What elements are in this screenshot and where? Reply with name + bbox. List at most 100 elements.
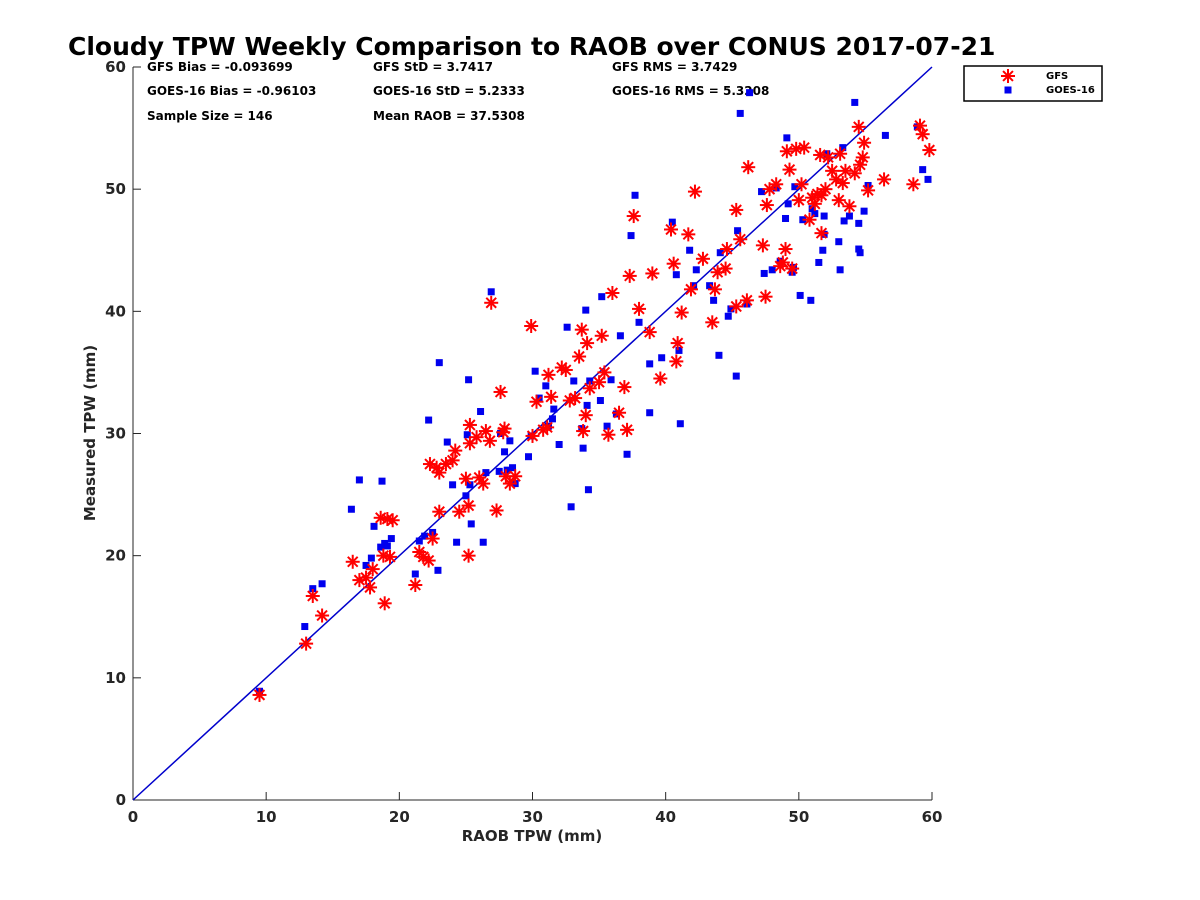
gfs-point: [469, 430, 484, 445]
goes-16-point: [840, 217, 848, 225]
gfs-point: [578, 408, 593, 423]
x-tick-label: 10: [256, 808, 277, 826]
goes-16-point: [377, 543, 385, 551]
goes-16-point: [706, 282, 714, 290]
gfs-point: [778, 242, 793, 257]
goes-16-point: [616, 332, 624, 340]
legend-gfs-marker: [1001, 69, 1015, 83]
stat-gfs-std: GFS StD = 3.7417: [373, 60, 493, 74]
gfs-point: [461, 548, 476, 563]
goes-16-point: [675, 346, 683, 354]
gfs-point: [582, 381, 597, 396]
gfs-point: [791, 193, 806, 208]
goes-16-point: [811, 210, 819, 218]
gfs-point: [363, 580, 378, 595]
goes-16-point: [465, 376, 473, 384]
gfs-point: [484, 295, 499, 310]
gfs-point: [597, 365, 612, 380]
gfs-point: [462, 417, 477, 432]
gfs-point: [529, 394, 544, 409]
goes-16-point: [631, 191, 639, 199]
gfs-point: [851, 119, 866, 134]
gfs-point: [663, 222, 678, 237]
goes-16-point: [563, 323, 571, 331]
gfs-point: [383, 549, 398, 564]
gfs-point: [493, 384, 508, 399]
series-gfs: [252, 118, 937, 702]
gfs-point: [568, 391, 583, 406]
goes-16-point: [836, 266, 844, 274]
goes-16-point: [627, 232, 635, 240]
goes-16-point: [548, 415, 556, 423]
gfs-point: [729, 299, 744, 314]
legend-box: [963, 65, 1103, 102]
gfs-point: [877, 172, 892, 187]
gfs-point: [847, 166, 862, 181]
goes-16-point: [855, 245, 863, 253]
gfs-point: [758, 289, 773, 304]
legend-goes-16-marker: [1004, 86, 1012, 94]
gfs-point: [452, 504, 467, 519]
goes-16-point: [425, 416, 433, 424]
goes-16-point: [567, 503, 575, 511]
goes-16-point: [760, 269, 768, 277]
gfs-point: [669, 354, 684, 369]
gfs-point: [617, 380, 632, 395]
y-ticks: 0 10 20 30 40 50 60: [105, 58, 141, 809]
goes-16-point: [746, 89, 754, 97]
gfs-point: [421, 553, 436, 568]
legend-gfs-asterisk: [1001, 69, 1015, 83]
gfs-point: [666, 256, 681, 271]
goes-16-point: [716, 249, 724, 257]
goes-16-point: [463, 431, 471, 439]
gfs-point: [842, 199, 857, 214]
goes-16-point: [603, 422, 611, 430]
x-tick-label: 60: [922, 808, 943, 826]
gfs-point: [572, 349, 587, 364]
goes-16-point: [362, 561, 370, 569]
y-tick-label: 20: [105, 547, 126, 565]
x-tick-label: 30: [522, 808, 543, 826]
goes-16-point: [724, 312, 732, 320]
series-goes-16: [256, 89, 932, 695]
goes-16-point: [820, 230, 828, 238]
gfs-point: [741, 160, 756, 175]
legend-label-gfs: GFS: [1046, 71, 1068, 82]
goes-16-point: [807, 296, 815, 304]
goes-16-point: [851, 98, 859, 106]
goes-16-point: [635, 318, 643, 326]
goes-16-point: [531, 367, 539, 375]
gfs-point: [674, 305, 689, 320]
legend-goes-16-square: [1004, 86, 1012, 94]
goes-16-point: [411, 570, 419, 578]
goes-16-point: [584, 486, 592, 494]
gfs-point: [769, 177, 784, 192]
gfs-point: [508, 469, 523, 484]
chart-title: Cloudy TPW Weekly Comparison to RAOB ove…: [68, 32, 995, 61]
gfs-point: [705, 315, 720, 330]
goes-16-point: [309, 585, 317, 593]
goes-16-point: [855, 219, 863, 227]
goes-16-point: [449, 481, 457, 489]
gfs-point: [448, 443, 463, 458]
gfs-point: [576, 424, 591, 439]
goes-16-point: [881, 131, 889, 139]
gfs-point: [461, 498, 476, 513]
legend-label-goes-16: GOES-16: [1046, 85, 1095, 96]
gfs-point: [797, 140, 812, 155]
gfs-point: [377, 596, 392, 611]
goes-16-point: [758, 188, 766, 196]
goes-16-point: [355, 476, 363, 484]
plot-area: 0 10 20 30 40 50 60 0 10 20 30 40 50 60: [105, 58, 942, 826]
goes-16-point: [782, 214, 790, 222]
gfs-point: [541, 367, 556, 382]
stat-gfs-bias: GFS Bias = -0.093699: [147, 60, 293, 74]
goes-16-point: [820, 212, 828, 220]
y-tick-label: 60: [105, 58, 126, 76]
goes-16-point: [525, 453, 533, 461]
gfs-point: [687, 184, 702, 199]
gfs-point: [601, 427, 616, 442]
gfs-point: [622, 268, 637, 283]
gfs-point: [835, 176, 850, 191]
